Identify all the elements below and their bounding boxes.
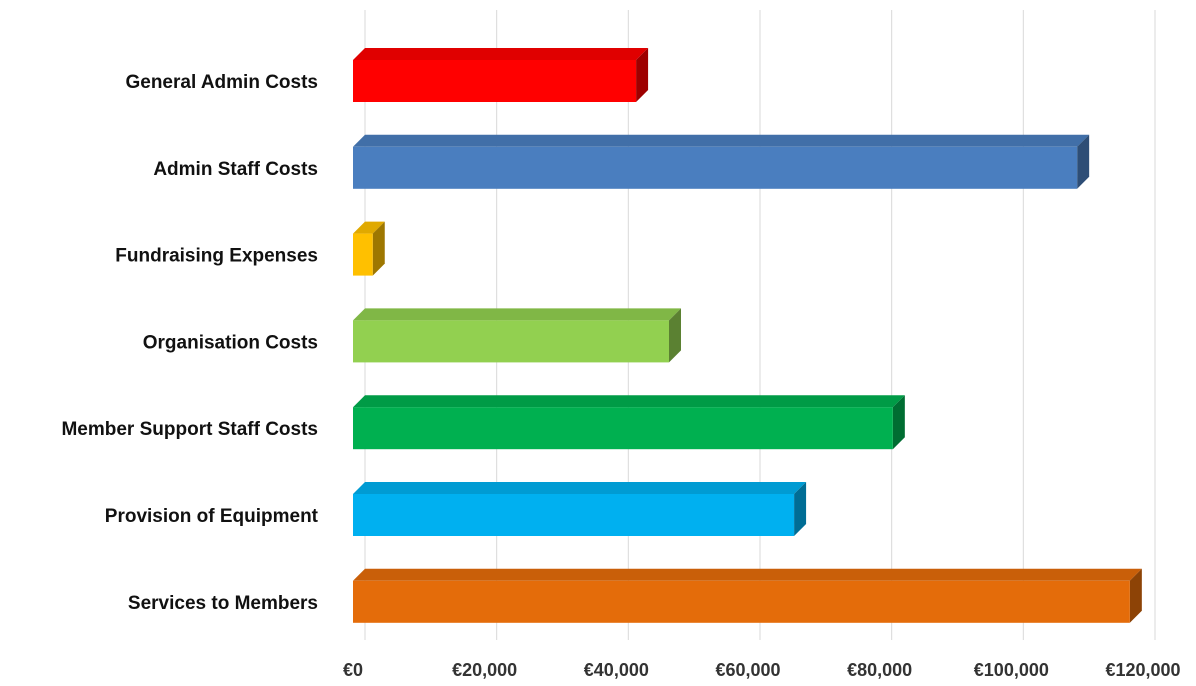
category-label: Provision of Equipment [105,506,319,527]
bar-top-face [353,221,385,234]
bar [353,395,905,450]
bar-front-face [353,580,1130,623]
x-tick-label: €20,000 [452,660,517,680]
bar-front-face [353,494,795,536]
bar-front-face [353,233,373,276]
category-label: Organisation Costs [143,332,318,353]
category-labels: General Admin Costs Admin Staff Costs Fund… [61,72,318,614]
bar-end-face [669,308,681,363]
category-label: General Admin Costs [125,72,318,93]
x-tick-label: €80,000 [847,660,912,680]
bar [353,134,1090,189]
x-tick-label: €40,000 [584,660,649,680]
category-label: Member Support Staff Costs [61,419,318,440]
category-label: Services to Members [128,593,318,614]
bar-front-face [353,146,1078,189]
bar-end-face [636,48,649,102]
bar-top-face [353,482,807,494]
bar [353,48,649,102]
x-tick-label: €120,000 [1105,660,1180,680]
bar-end-face [1077,134,1090,189]
x-tick-label: €60,000 [715,660,780,680]
x-axis-tick-labels: €0 €20,000 €40,000 €60,000 €80,000 €100,000 €1… [343,660,1181,680]
x-tick-label: €0 [343,660,363,680]
bar-end-face [794,482,807,536]
bar-front-face [353,320,669,363]
bar-top-face [353,48,649,60]
category-label: Fundraising Expenses [115,246,318,267]
bar [353,482,807,536]
bar-end-face [1129,568,1142,623]
bar-top-face [353,568,1142,581]
bar-front-face [353,60,637,102]
bar-front-face [353,407,893,450]
bar [353,308,681,363]
bar-top-face [353,308,681,321]
bar [353,221,385,276]
bar-top-face [353,134,1090,147]
x-tick-label: €100,000 [974,660,1049,680]
bar-top-face [353,395,905,408]
category-label: Admin Staff Costs [153,159,318,180]
bar [353,568,1142,623]
bars [353,48,1142,623]
bar-end-face [892,395,905,450]
bar-end-face [372,221,385,276]
